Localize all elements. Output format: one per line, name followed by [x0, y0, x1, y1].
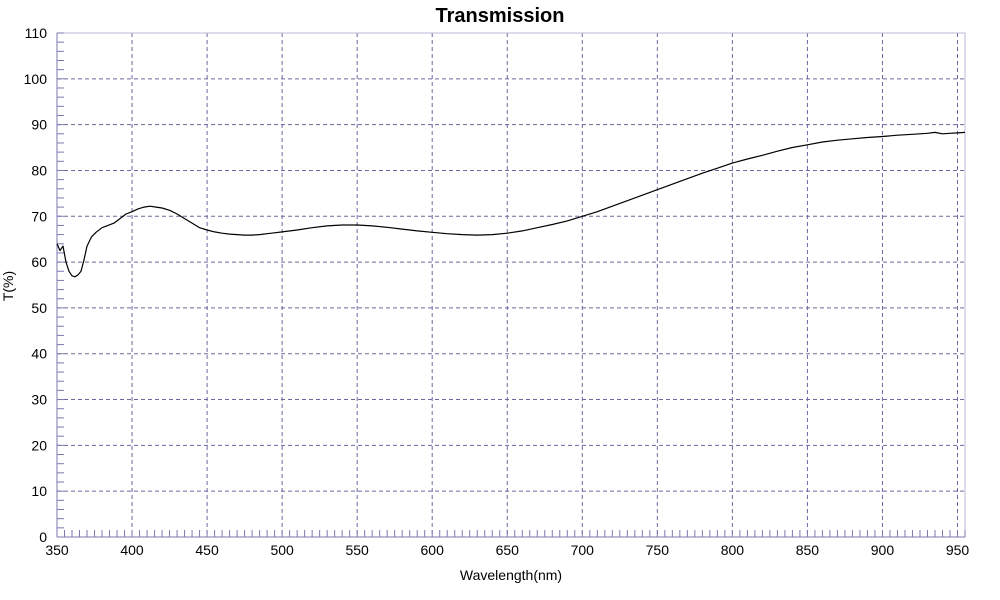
x-tick-label: 850: [796, 542, 820, 558]
tick-labels: 350 400 450 500 550 600 650 700 750 800 850 900 950 0…: [24, 25, 970, 558]
y-tick-label: 50: [31, 300, 47, 316]
y-tick-label: 30: [31, 392, 47, 408]
y-tick-label: 80: [31, 162, 47, 178]
x-tick-label: 950: [946, 542, 970, 558]
x-tick-label: 350: [45, 542, 69, 558]
x-tick-label: 700: [571, 542, 595, 558]
y-tick-label: 60: [31, 254, 47, 270]
y-tick-label: 110: [25, 25, 48, 41]
x-tick-label: 900: [871, 542, 895, 558]
y-tick-label: 10: [31, 483, 47, 499]
x-tick-label: 400: [120, 542, 144, 558]
axes: [56, 32, 966, 538]
x-tick-label: 800: [721, 542, 745, 558]
grid-lines: [57, 32, 965, 537]
chart-title: Transmission: [436, 5, 565, 27]
x-tick-label: 650: [496, 542, 520, 558]
x-tick-label: 450: [195, 542, 219, 558]
transmission-line: [56, 131, 966, 278]
y-axis-title: T(%): [0, 271, 16, 301]
x-tick-label: 550: [345, 542, 369, 558]
series-layer: [56, 131, 966, 278]
y-tick-label: 90: [31, 117, 47, 133]
x-tick-label: 500: [270, 542, 294, 558]
y-tick-label: 100: [24, 71, 48, 87]
y-tick-label: 40: [31, 346, 47, 362]
y-tick-label: 20: [31, 437, 47, 453]
x-tick-label: 600: [421, 542, 445, 558]
x-axis-title: Wavelength(nm): [460, 567, 562, 583]
x-tick-label: 750: [646, 542, 670, 558]
y-tick-label: 0: [39, 529, 47, 545]
y-tick-label: 70: [31, 208, 47, 224]
